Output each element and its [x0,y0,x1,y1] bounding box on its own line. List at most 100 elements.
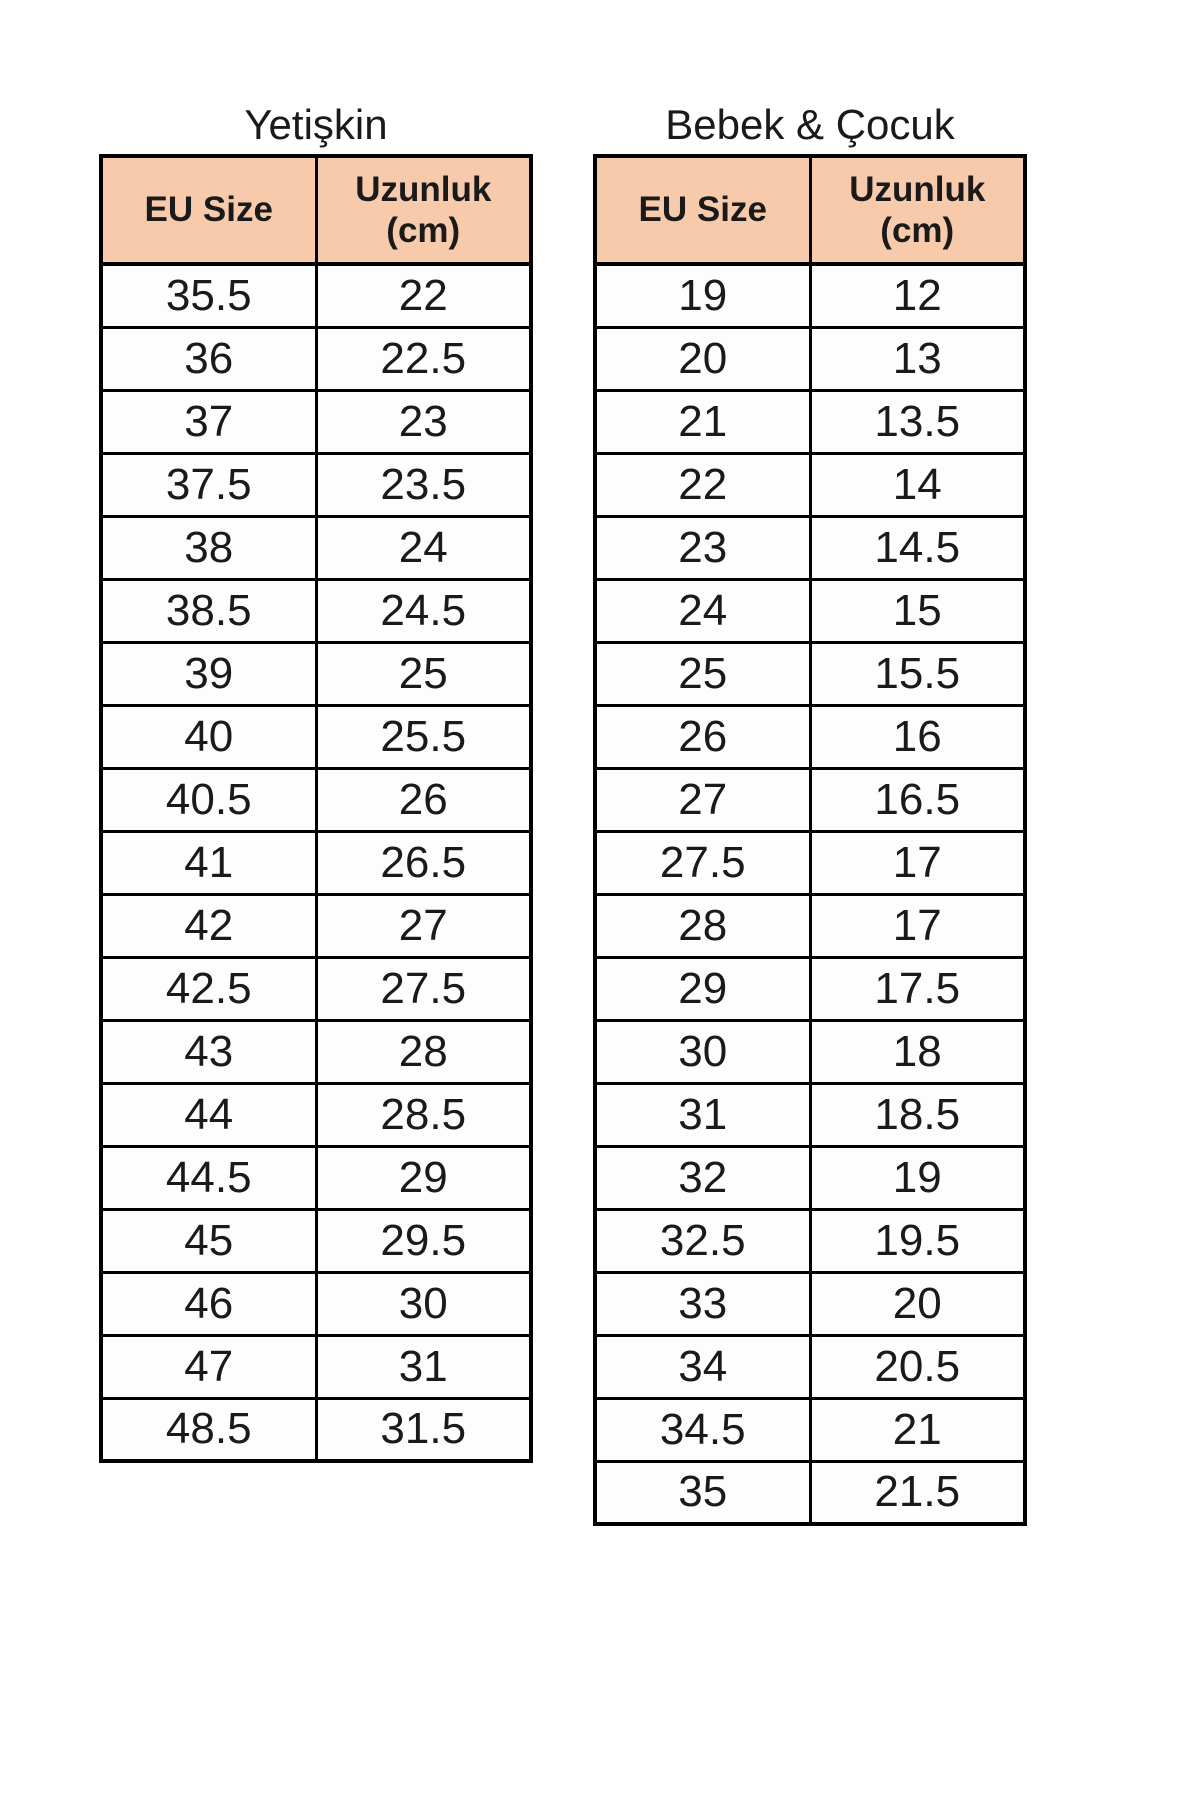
table-row: 40 25.5 [99,703,533,770]
table-cell: 23.5 [314,451,533,518]
table-cell: 26 [593,703,812,770]
table-cell: 17 [808,892,1027,959]
table-row: 27.5 17 [593,829,1027,896]
table-cell: 42 [99,892,318,959]
baby-child-size-table: EU Size Uzunluk (cm) 19 12 20 13 21 13.5 22 14 2… [593,154,1027,1526]
adult-size-chart: Yetişkin EU Size Uzunluk (cm) 35.5 22 36 22… [99,100,533,1463]
table-cell: 16.5 [808,766,1027,833]
table-cell: 33 [593,1270,812,1337]
table-row: 41 26.5 [99,829,533,896]
table-cell: 25.5 [314,703,533,770]
table-cell: 22 [593,451,812,518]
header-row: EU Size Uzunluk (cm) [99,154,533,266]
table-row: 32.5 19.5 [593,1207,1027,1274]
table-row: 26 16 [593,703,1027,770]
table-cell: 47 [99,1333,318,1400]
table-cell: 28 [314,1018,533,1085]
table-cell: 15.5 [808,640,1027,707]
table-cell: 28.5 [314,1081,533,1148]
table-cell: 30 [314,1270,533,1337]
table-row: 45 29.5 [99,1207,533,1274]
table-row: 43 28 [99,1018,533,1085]
table-cell: 20 [593,325,812,392]
table-cell: 31 [593,1081,812,1148]
header-row: EU Size Uzunluk (cm) [593,154,1027,266]
table-cell: 37 [99,388,318,455]
table-cell: 23 [314,388,533,455]
table-cell: 41 [99,829,318,896]
adult-table-body: 35.5 22 36 22.5 37 23 37.5 23.5 38 24 38.5 24.5 39 25… [99,262,533,1463]
table-row: 30 18 [593,1018,1027,1085]
table-row: 44 28.5 [99,1081,533,1148]
table-cell: 38.5 [99,577,318,644]
table-row: 40.5 26 [99,766,533,833]
table-cell: 40.5 [99,766,318,833]
table-row: 28 17 [593,892,1027,959]
table-row: 21 13.5 [593,388,1027,455]
column-header-length-cm: Uzunluk (cm) [808,154,1027,266]
table-cell: 12 [808,262,1027,329]
table-cell: 30 [593,1018,812,1085]
table-cell: 29 [593,955,812,1022]
table-cell: 44.5 [99,1144,318,1211]
table-cell: 29 [314,1144,533,1211]
table-row: 38 24 [99,514,533,581]
table-cell: 19 [808,1144,1027,1211]
table-cell: 24 [593,577,812,644]
table-row: 33 20 [593,1270,1027,1337]
table-row: 35 21.5 [593,1459,1027,1526]
table-row: 42.5 27.5 [99,955,533,1022]
table-row: 20 13 [593,325,1027,392]
table-cell: 35 [593,1459,812,1526]
baby-child-table-title: Bebek & Çocuk [665,101,955,148]
table-row: 34.5 21 [593,1396,1027,1463]
table-cell: 48.5 [99,1396,318,1463]
table-cell: 14.5 [808,514,1027,581]
table-cell: 31 [314,1333,533,1400]
table-cell: 29.5 [314,1207,533,1274]
table-cell: 46 [99,1270,318,1337]
table-row: 27 16.5 [593,766,1027,833]
table-cell: 40 [99,703,318,770]
table-cell: 21 [593,388,812,455]
table-cell: 27 [593,766,812,833]
table-cell: 28 [593,892,812,959]
table-row: 24 15 [593,577,1027,644]
table-row: 47 31 [99,1333,533,1400]
table-cell: 23 [593,514,812,581]
table-cell: 15 [808,577,1027,644]
table-cell: 21 [808,1396,1027,1463]
table-cell: 27.5 [593,829,812,896]
table-row: 32 19 [593,1144,1027,1211]
table-cell: 24.5 [314,577,533,644]
table-cell: 45 [99,1207,318,1274]
table-row: 37.5 23.5 [99,451,533,518]
table-cell: 25 [593,640,812,707]
table-cell: 34.5 [593,1396,812,1463]
table-row: 44.5 29 [99,1144,533,1211]
column-header-eu-size: EU Size [99,154,318,266]
table-cell: 16 [808,703,1027,770]
table-row: 31 18.5 [593,1081,1027,1148]
table-row: 25 15.5 [593,640,1027,707]
table-cell: 39 [99,640,318,707]
table-cell: 27 [314,892,533,959]
table-cell: 27.5 [314,955,533,1022]
table-cell: 25 [314,640,533,707]
table-cell: 31.5 [314,1396,533,1463]
table-cell: 26.5 [314,829,533,896]
table-cell: 20 [808,1270,1027,1337]
table-row: 42 27 [99,892,533,959]
table-cell: 19.5 [808,1207,1027,1274]
table-row: 38.5 24.5 [99,577,533,644]
table-cell: 37.5 [99,451,318,518]
table-cell: 17.5 [808,955,1027,1022]
table-row: 29 17.5 [593,955,1027,1022]
table-cell: 21.5 [808,1459,1027,1526]
table-row: 19 12 [593,262,1027,329]
table-row: 39 25 [99,640,533,707]
table-row: 23 14.5 [593,514,1027,581]
baby-child-size-chart: Bebek & Çocuk EU Size Uzunluk (cm) 19 12 2… [593,100,1027,1526]
column-header-eu-size: EU Size [593,154,812,266]
